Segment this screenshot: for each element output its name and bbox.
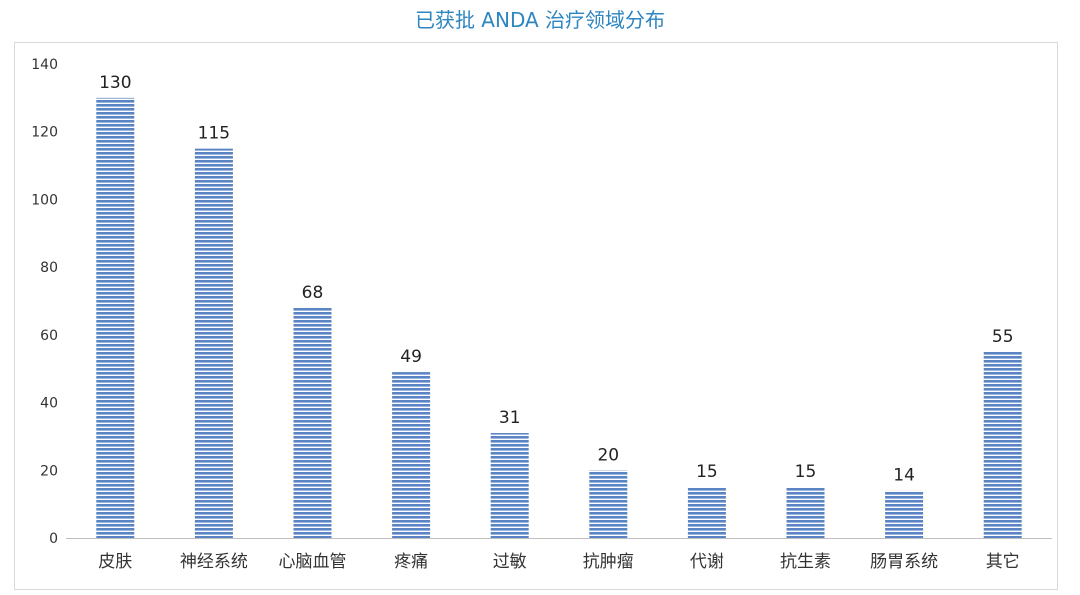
y-tick-label: 20 [40,463,58,479]
bar-value-label: 31 [499,408,521,428]
y-tick-label: 80 [40,260,58,276]
bar-value-label: 49 [400,347,422,367]
y-tick-label: 100 [31,192,58,208]
bar-4 [392,372,431,538]
y-tick-label: 140 [31,57,58,73]
x-category-label: 抗肿瘤 [583,552,634,572]
bar-value-label: 130 [99,73,131,93]
bar-10 [983,351,1022,538]
bar-value-label: 115 [198,124,230,144]
bar-value-label: 15 [795,462,817,482]
bar-3 [293,307,332,538]
x-category-label: 神经系统 [180,552,248,572]
x-category-label: 抗生素 [780,552,831,572]
x-category-label: 过敏 [493,552,527,572]
y-tick-label: 40 [40,396,58,412]
bar-5 [490,433,529,538]
chart-frame [14,42,1058,590]
bar-1 [96,97,135,538]
bar-value-label: 68 [302,283,324,303]
y-tick-label: 60 [40,328,58,344]
bar-7 [687,487,726,538]
x-category-label: 皮肤 [98,552,132,572]
bar-value-label: 55 [992,327,1014,347]
bar-8 [786,487,825,538]
bar-2 [194,148,233,538]
bar-value-label: 14 [893,466,915,486]
bar-9 [885,490,924,538]
y-tick-label: 0 [49,531,58,547]
bar-6 [589,470,628,538]
bar-value-label: 20 [597,445,619,465]
x-category-label: 代谢 [690,552,724,572]
y-tick-label: 120 [31,125,58,141]
bar-value-label: 15 [696,462,718,482]
chart-title: 已获批 ANDA 治疗领域分布 [414,8,666,32]
x-category-label: 肠胃系统 [870,552,938,572]
x-category-label: 疼痛 [394,552,428,572]
x-category-label: 心脑血管 [279,552,347,572]
x-category-label: 其它 [986,552,1020,572]
